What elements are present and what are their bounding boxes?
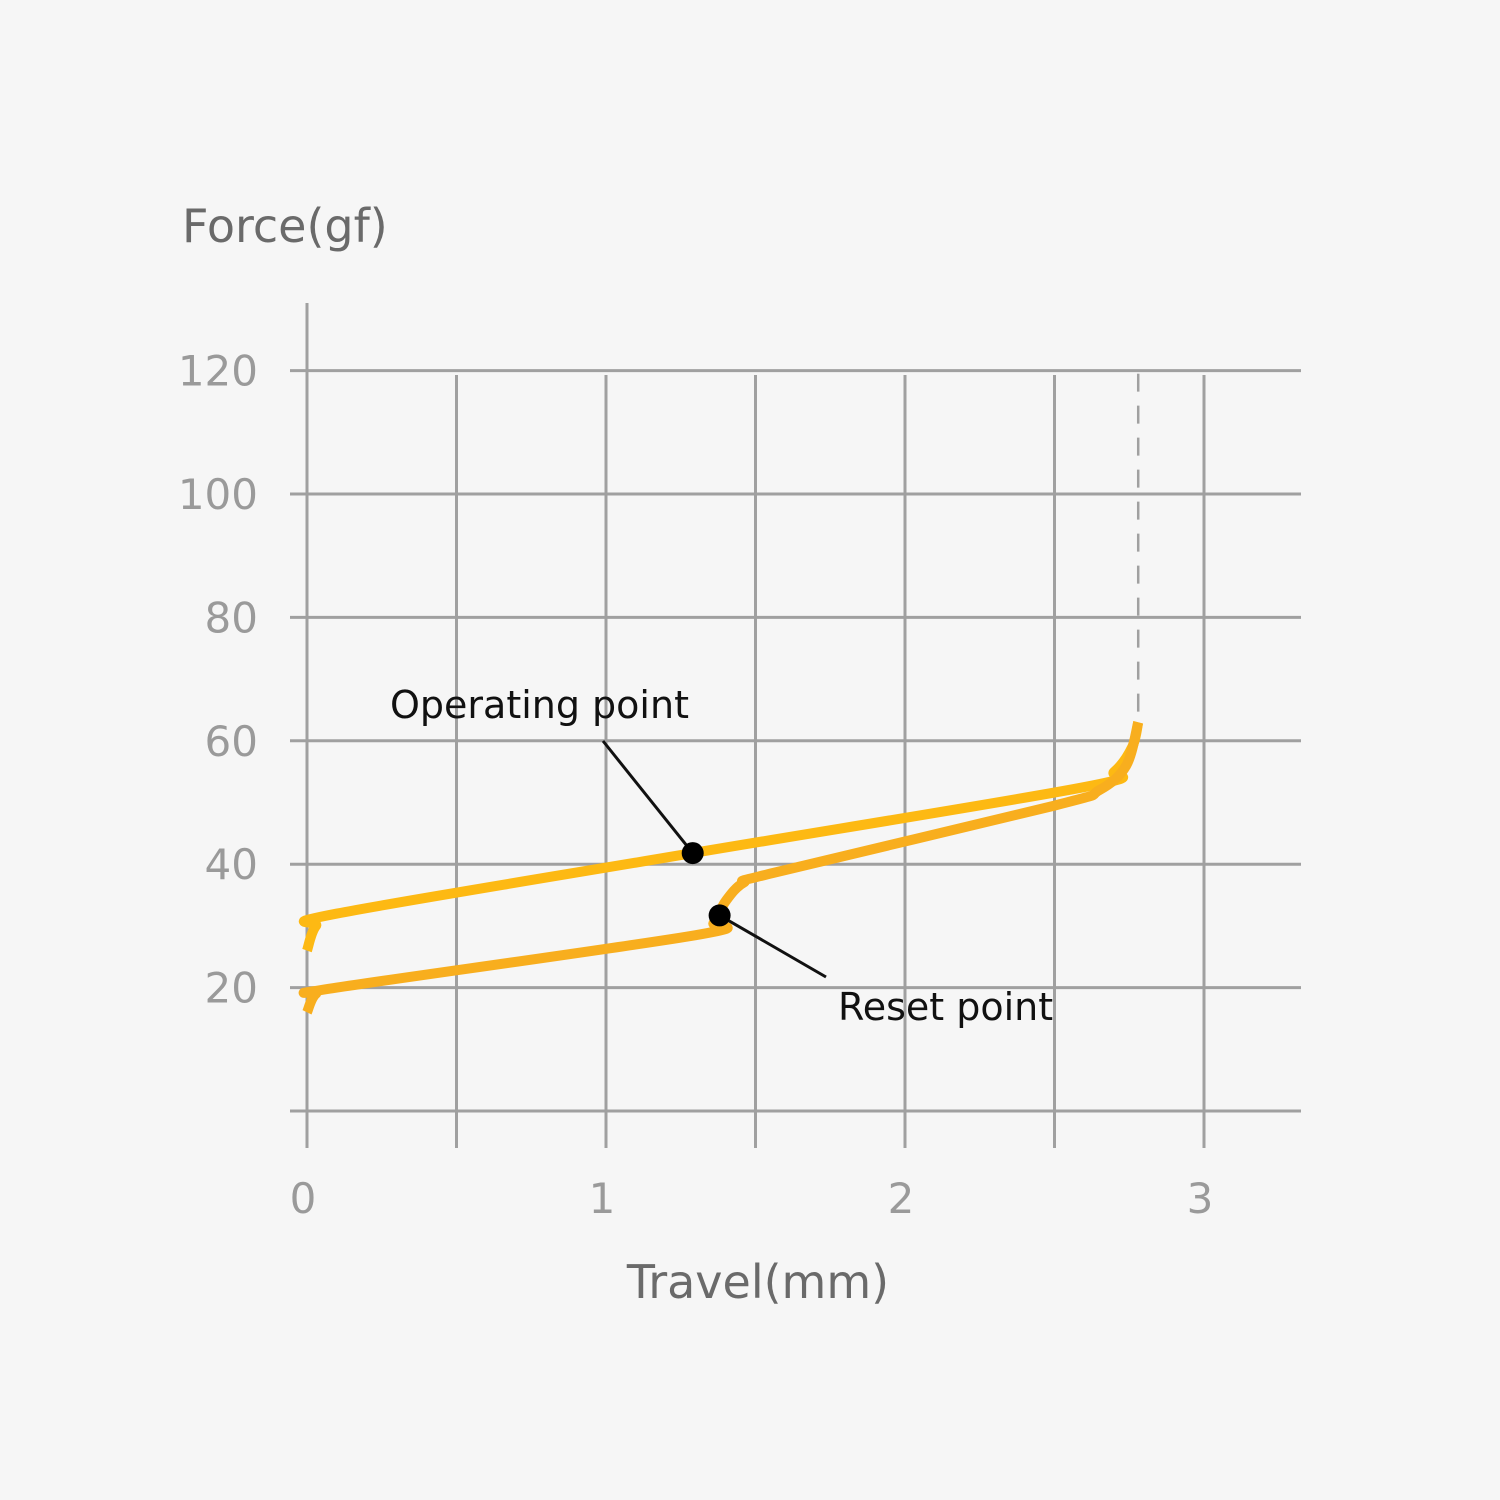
x-tick-label: 0 <box>290 1174 317 1223</box>
curves <box>298 720 1144 1015</box>
reset-point-label: Reset point <box>838 985 1053 1029</box>
y-tick-label: 80 <box>205 593 258 642</box>
y-tick-labels: 20 40 60 80 100 120 <box>178 347 258 1013</box>
operating-point-marker <box>681 842 704 865</box>
grid <box>290 303 1301 1148</box>
annotations: Operating point Reset point <box>390 683 1053 1029</box>
reset-point-leader <box>718 914 827 979</box>
y-tick-label: 60 <box>205 717 258 766</box>
x-tick-label: 2 <box>888 1174 915 1223</box>
y-tick-label: 20 <box>205 964 258 1013</box>
operating-point-leader <box>601 740 694 855</box>
x-tick-labels: 0 1 2 3 <box>290 1174 1214 1223</box>
y-tick-label: 40 <box>205 840 258 889</box>
reset-point-marker <box>708 904 731 927</box>
release-curve <box>298 720 1144 1015</box>
x-axis-label: Travel(mm) <box>626 1255 889 1309</box>
y-tick-label: 100 <box>178 470 258 519</box>
y-tick-label: 120 <box>178 347 258 396</box>
x-tick-label: 1 <box>589 1174 616 1223</box>
x-tick-label: 3 <box>1187 1174 1214 1223</box>
operating-point-label: Operating point <box>390 683 689 727</box>
y-axis-label: Force(gf) <box>182 199 388 253</box>
